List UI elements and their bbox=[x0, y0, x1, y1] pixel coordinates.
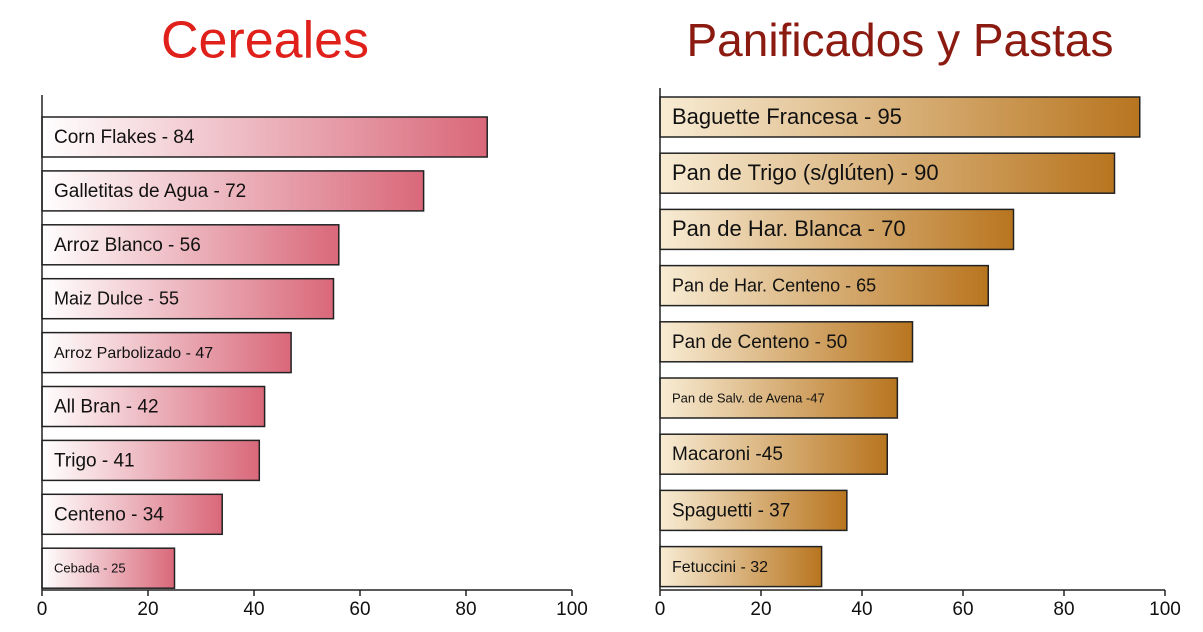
x-tick-label: 0 bbox=[655, 599, 666, 620]
bar-label: Pan de Har. Centeno - 65 bbox=[672, 275, 876, 295]
bar-label: Macaroni -45 bbox=[672, 444, 783, 465]
bar bbox=[659, 321, 914, 363]
bar bbox=[659, 433, 888, 475]
bar-label: Cebada - 25 bbox=[54, 561, 126, 576]
x-tick-label: 100 bbox=[556, 599, 588, 620]
x-tick-label: 100 bbox=[1149, 599, 1181, 620]
bar-label: Pan de Trigo (s/glúten) - 90 bbox=[672, 160, 939, 185]
bar-label: Corn Flakes - 84 bbox=[54, 127, 195, 148]
x-tick-label: 60 bbox=[952, 599, 973, 620]
x-tick-label: 60 bbox=[349, 599, 370, 620]
bar bbox=[659, 264, 989, 307]
bar-label: Fetuccini - 32 bbox=[672, 559, 768, 576]
bar-label: Galletitas de Agua - 72 bbox=[54, 181, 246, 202]
bar-label: Pan de Centeno - 50 bbox=[672, 332, 847, 353]
bar-label: Spaguetti - 37 bbox=[672, 500, 790, 521]
bar bbox=[41, 170, 425, 212]
bar-label: Trigo - 41 bbox=[54, 450, 135, 471]
x-tick-label: 20 bbox=[137, 599, 158, 620]
bar bbox=[659, 489, 848, 532]
bar-label: Arroz Parbolizado - 47 bbox=[54, 345, 213, 362]
bar bbox=[659, 545, 823, 588]
bar-label: Pan de Har. Blanca - 70 bbox=[672, 216, 906, 241]
bar bbox=[659, 152, 1116, 194]
chart-title: Panificados y Pastas bbox=[686, 14, 1113, 66]
bar bbox=[41, 116, 488, 158]
bar bbox=[659, 96, 1141, 138]
bar-label: Maiz Dulce - 55 bbox=[54, 288, 179, 308]
x-tick-label: 40 bbox=[851, 599, 872, 620]
bar bbox=[41, 439, 261, 482]
x-tick-label: 80 bbox=[1053, 599, 1074, 620]
bar bbox=[41, 277, 335, 320]
chart-title: Cereales bbox=[161, 12, 369, 70]
x-tick-label: 20 bbox=[750, 599, 771, 620]
bar bbox=[659, 377, 899, 419]
x-tick-label: 40 bbox=[243, 599, 264, 620]
bar-label: Arroz Blanco - 56 bbox=[54, 235, 201, 256]
bar-label: Pan de Salv. de Avena -47 bbox=[672, 390, 825, 405]
bar-label: Centeno - 34 bbox=[54, 504, 164, 525]
bar-label: All Bran - 42 bbox=[54, 397, 159, 418]
bar bbox=[41, 331, 292, 374]
bar bbox=[41, 224, 340, 266]
bar-label: Baguette Francesa - 95 bbox=[672, 104, 902, 129]
bar bbox=[659, 208, 1015, 251]
x-tick-label: 0 bbox=[37, 599, 48, 620]
x-tick-label: 80 bbox=[455, 599, 476, 620]
